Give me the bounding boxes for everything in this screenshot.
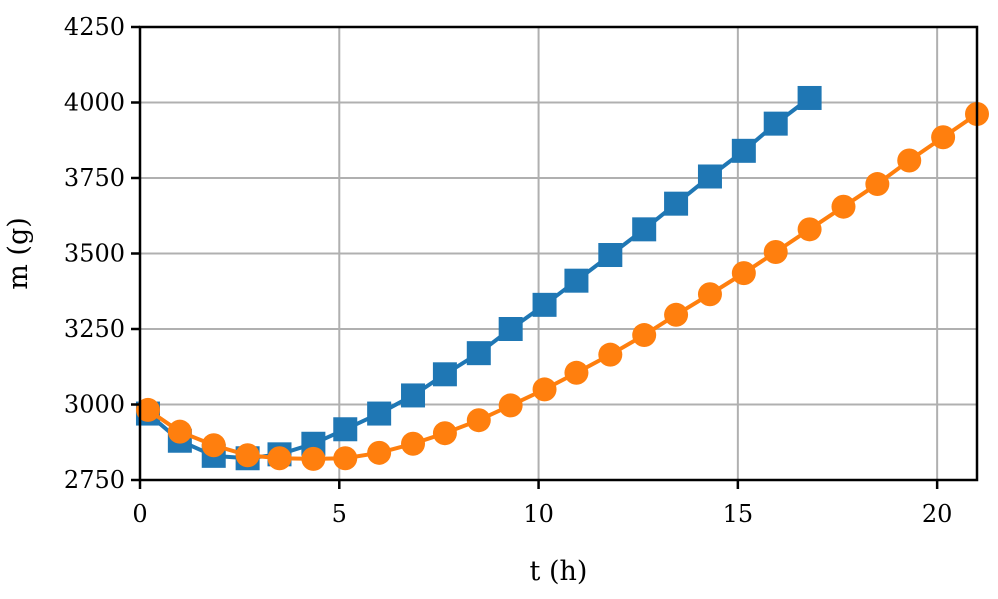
data-point: [632, 323, 657, 348]
data-point: [598, 342, 623, 367]
data-point: [532, 292, 557, 317]
axis-ticks: 0 5 10 15 20 2750 3000 3250 3500 3750 4000 4250: [64, 13, 952, 528]
data-point: [367, 440, 392, 465]
data-point: [498, 317, 523, 341]
data-point: [135, 397, 160, 422]
data-point: [564, 360, 589, 385]
data-point: [797, 85, 822, 110]
data-point: [865, 172, 890, 197]
data-point: [466, 341, 491, 366]
data-point: [931, 125, 956, 150]
data-point: [697, 282, 722, 307]
data-point: [763, 111, 788, 136]
data-point: [532, 377, 557, 402]
y-tick-label: 4000: [64, 89, 125, 117]
data-point: [401, 431, 426, 456]
series-line: [146, 112, 979, 461]
data-point: [367, 401, 392, 426]
y-tick-label: 4250: [64, 13, 125, 41]
y-tick-label: 3500: [64, 240, 125, 268]
data-point: [897, 148, 922, 173]
x-tick-label: 5: [332, 500, 347, 528]
data-point: [333, 417, 358, 442]
data-point: [432, 362, 457, 387]
data-point: [301, 446, 326, 471]
data-point: [235, 443, 260, 468]
data-point: [763, 239, 788, 264]
data-point: [664, 191, 689, 216]
data-point: [498, 393, 523, 418]
data-point: [201, 433, 226, 458]
y-tick-label: 2750: [64, 466, 125, 494]
y-tick-label: 3250: [64, 315, 125, 343]
data-point: [632, 217, 657, 242]
x-axis-label: t (h): [530, 556, 588, 587]
data-point: [466, 408, 491, 433]
y-axis-label: m (g): [3, 217, 34, 290]
x-tick-label: 0: [132, 500, 147, 528]
data-point: [697, 164, 722, 189]
x-tick-label: 10: [523, 500, 554, 528]
data-point: [167, 419, 192, 444]
data-point: [432, 421, 457, 446]
data-point: [831, 194, 856, 219]
grid: [139, 26, 977, 481]
data-point: [401, 383, 426, 408]
series-2: [135, 101, 989, 471]
y-tick-label: 3750: [64, 164, 125, 192]
data-point: [664, 302, 689, 327]
data-point: [267, 446, 292, 471]
data-point: [731, 261, 756, 286]
x-tick-label: 15: [723, 500, 754, 528]
data-point: [564, 268, 589, 293]
y-tick-label: 3000: [64, 391, 125, 419]
x-tick-label: 20: [922, 500, 953, 528]
data-point: [731, 138, 756, 163]
data-point: [797, 217, 822, 242]
data-point: [598, 243, 623, 268]
plot-area: [135, 85, 989, 471]
data-point: [333, 446, 358, 471]
